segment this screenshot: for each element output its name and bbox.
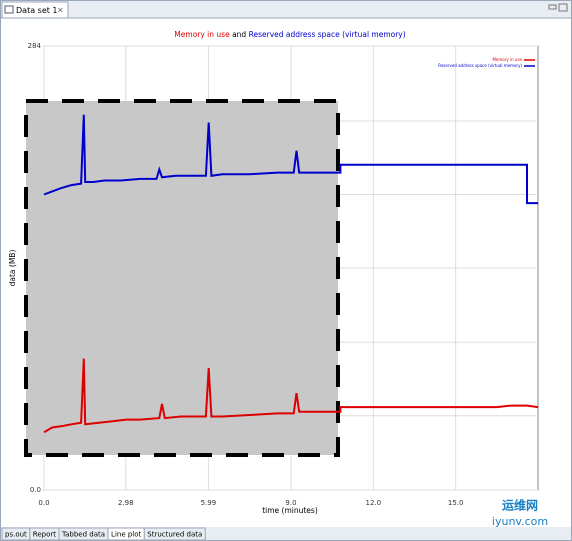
tab-close[interactable]: × [57, 6, 64, 15]
tab-icon [4, 5, 14, 14]
y-tick-label: 0.0 [30, 486, 41, 494]
x-tick-label: 12.0 [366, 499, 382, 507]
x-tick-label: 0.0 [38, 499, 49, 507]
x-tick-label: 2.98 [118, 499, 134, 507]
x-axis-label: time (minutes) [262, 506, 318, 515]
bottom-tab[interactable] [143, 527, 206, 541]
y-tick-label: 284 [28, 42, 42, 50]
bottom-tab-label[interactable]: Report [33, 531, 56, 539]
legend-label: Reserved address space (virtual memory) [438, 63, 522, 68]
bottom-tab-label[interactable]: Line plot [111, 531, 141, 539]
x-tick-label: 5.99 [201, 499, 217, 507]
bottom-tab-label[interactable]: Tabbed data [61, 531, 105, 539]
y-axis-label: data (MB) [8, 250, 17, 287]
data-line [43, 358, 539, 434]
minimize-button[interactable] [548, 4, 557, 10]
title-part: and [232, 30, 246, 39]
highlight-box [24, 99, 340, 457]
watermark: 运维网 [502, 498, 538, 513]
tab-bar [1, 1, 571, 18]
title-part: Reserved address space (virtual memory) [249, 30, 406, 39]
legend-label: Memory in use [492, 57, 522, 62]
x-tick-label: 9.0 [285, 499, 296, 507]
data-line [43, 114, 538, 205]
maximize-button[interactable] [558, 3, 568, 12]
bottom-tab-label[interactable]: ps.out [5, 531, 27, 539]
watermark: iyunv.com [492, 515, 548, 528]
bottom-tab-label[interactable]: Structured data [147, 531, 202, 539]
x-tick-label: 15.0 [448, 499, 464, 507]
title-part: Memory in use [174, 30, 230, 39]
tab-label[interactable]: Data set 1 [16, 6, 58, 15]
chart-title: Memory in use and Reserved address space… [174, 30, 405, 39]
